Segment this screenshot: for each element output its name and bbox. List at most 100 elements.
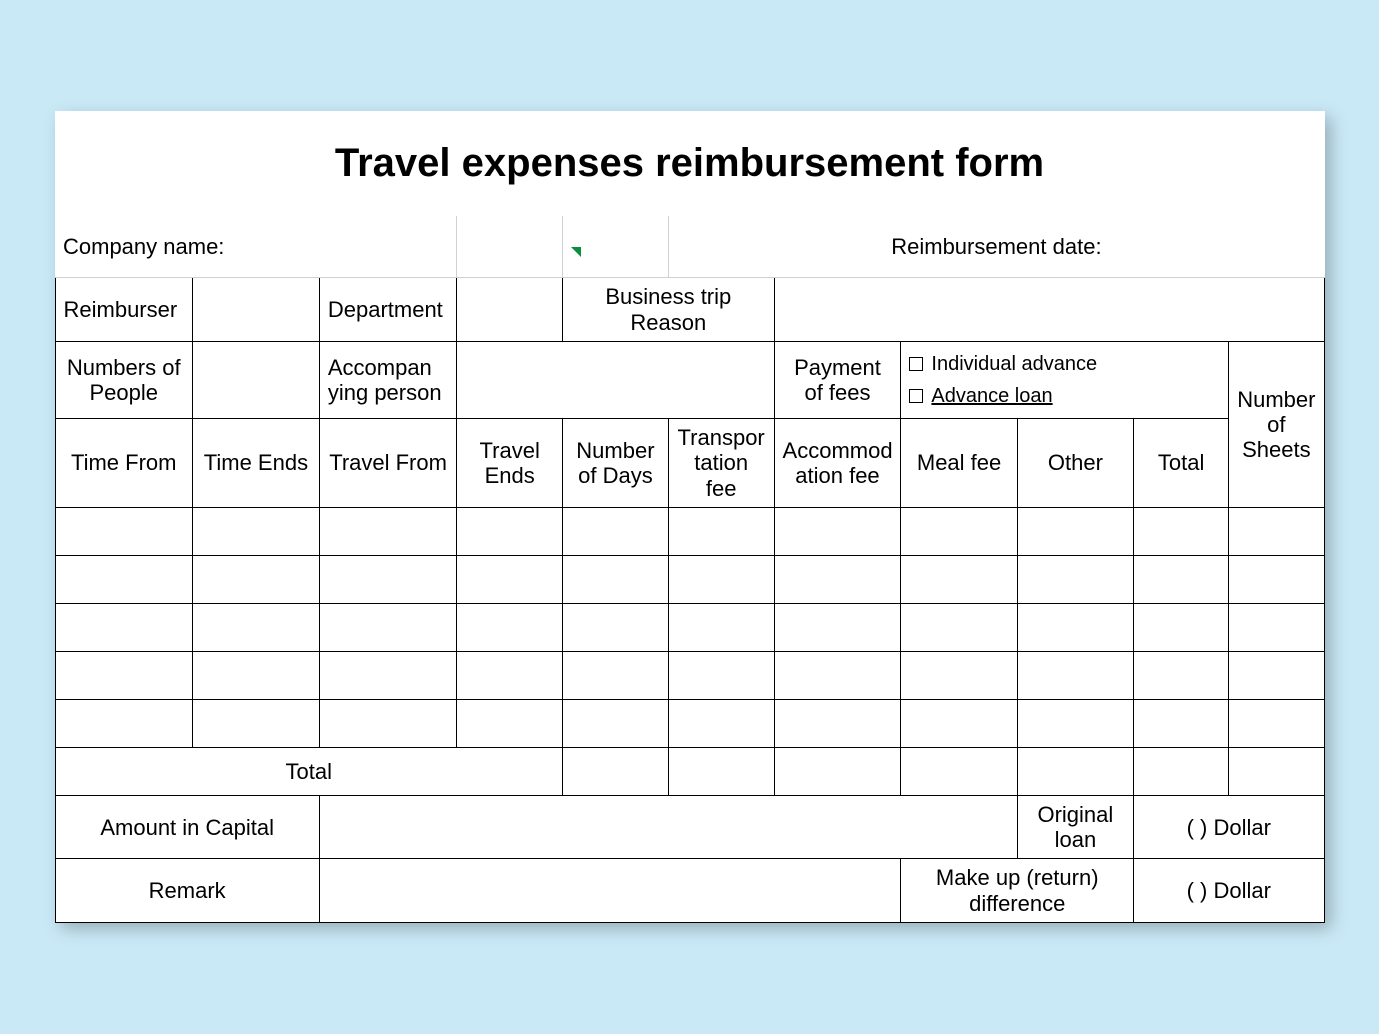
cell[interactable] [55,555,192,603]
cell[interactable] [668,699,774,747]
cell[interactable] [457,507,563,555]
cell[interactable] [1229,699,1324,747]
empty-cell[interactable] [457,216,563,278]
cell[interactable] [774,651,901,699]
cell[interactable] [1229,507,1324,555]
make-up-return-difference-value[interactable]: ( ) Dollar [1134,859,1324,923]
cell[interactable] [563,603,669,651]
cell[interactable] [1017,699,1133,747]
option-individual-advance[interactable]: Individual advance [909,348,1220,380]
total-row-label: Total [55,747,563,795]
cell[interactable] [457,651,563,699]
amount-in-capital-label: Amount in Capital [55,795,319,859]
checkbox-icon[interactable] [909,389,923,403]
amount-in-capital-value[interactable] [319,795,1017,859]
total-other[interactable] [1017,747,1133,795]
cell[interactable] [1134,699,1229,747]
cell[interactable] [192,555,319,603]
row-total: Total [55,747,1324,795]
cell[interactable] [901,603,1017,651]
empty-cell-marked[interactable] [563,216,669,278]
cell[interactable] [1134,651,1229,699]
cell[interactable] [901,699,1017,747]
cell[interactable] [55,699,192,747]
cell[interactable] [457,603,563,651]
cell[interactable] [774,507,901,555]
cell[interactable] [774,699,901,747]
cell[interactable] [1017,555,1133,603]
cell[interactable] [1229,603,1324,651]
cell[interactable] [1017,651,1133,699]
cell[interactable] [192,603,319,651]
payment-options[interactable]: Individual advance Advance loan [901,342,1229,419]
remark-label: Remark [55,859,319,923]
cell[interactable] [457,699,563,747]
cell[interactable] [319,651,456,699]
cell[interactable] [192,651,319,699]
cell[interactable] [55,651,192,699]
business-trip-reason-value[interactable] [774,278,1324,342]
total-sheets[interactable] [1229,747,1324,795]
col-number-of-days: Number of Days [563,419,669,508]
cell[interactable] [563,507,669,555]
cell[interactable] [319,507,456,555]
row-amount: Amount in Capital Original loan ( ) Doll… [55,795,1324,859]
department-value[interactable] [457,278,563,342]
cell[interactable] [55,603,192,651]
cell[interactable] [563,699,669,747]
cell[interactable] [1134,507,1229,555]
col-meal-fee: Meal fee [901,419,1017,508]
checkbox-icon[interactable] [909,357,923,371]
cell[interactable] [901,651,1017,699]
total-accommodation-fee[interactable] [774,747,901,795]
cell[interactable] [774,555,901,603]
col-time-from: Time From [55,419,192,508]
company-name-label: Company name: [55,216,457,278]
reimburser-value[interactable] [192,278,319,342]
form-table: Company name: Reimbursement date: Reimbu… [55,216,1325,923]
form-sheet: Travel expenses reimbursement form Compa… [55,111,1325,923]
cell[interactable] [319,603,456,651]
cell[interactable] [774,603,901,651]
cell[interactable] [457,555,563,603]
department-label: Department [319,278,456,342]
cell[interactable] [1017,603,1133,651]
accompanying-person-value[interactable] [457,342,774,419]
remark-value[interactable] [319,859,901,923]
original-loan-value[interactable]: ( ) Dollar [1134,795,1324,859]
cell[interactable] [901,507,1017,555]
cell[interactable] [668,507,774,555]
table-row [55,507,1324,555]
cell[interactable] [668,555,774,603]
advance-loan-text: Advance loan [931,385,1052,407]
numbers-of-people-value[interactable] [192,342,319,419]
cell[interactable] [55,507,192,555]
cell[interactable] [668,651,774,699]
total-meal-fee[interactable] [901,747,1017,795]
reimbursement-date-label: Reimbursement date: [668,216,1324,278]
reimburser-label: Reimburser [55,278,192,342]
cell[interactable] [192,699,319,747]
cell[interactable] [192,507,319,555]
cell[interactable] [319,555,456,603]
row-remark: Remark Make up (return) difference ( ) D… [55,859,1324,923]
header-row: Company name: Reimbursement date: [55,216,1324,278]
total-transportation-fee[interactable] [668,747,774,795]
cell[interactable] [563,555,669,603]
cell[interactable] [1229,555,1324,603]
table-row [55,555,1324,603]
option-advance-loan[interactable]: Advance loan [909,380,1220,412]
cell[interactable] [1134,555,1229,603]
cell[interactable] [319,699,456,747]
cell[interactable] [668,603,774,651]
total-total[interactable] [1134,747,1229,795]
col-time-ends: Time Ends [192,419,319,508]
cell[interactable] [901,555,1017,603]
cell[interactable] [1134,603,1229,651]
cell[interactable] [1229,651,1324,699]
cell[interactable] [563,651,669,699]
col-total: Total [1134,419,1229,508]
col-accommodation-fee: Accommod ation fee [774,419,901,508]
cell[interactable] [1017,507,1133,555]
total-number-of-days[interactable] [563,747,669,795]
